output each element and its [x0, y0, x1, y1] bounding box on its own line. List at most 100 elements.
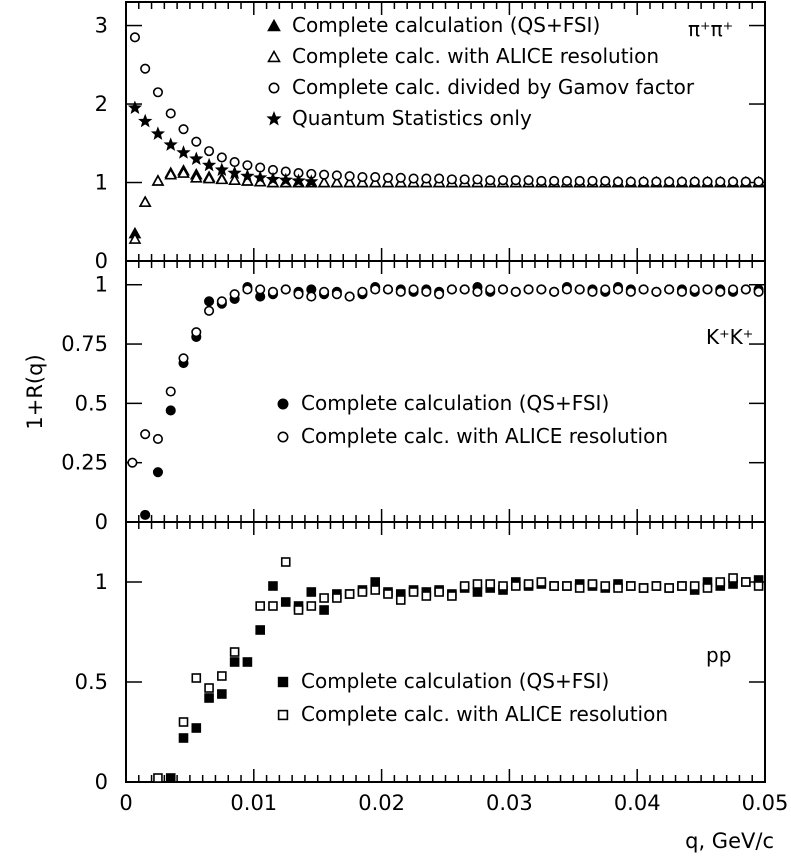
- data-point: [676, 286, 687, 297]
- data-point: [319, 593, 329, 603]
- data-point: [202, 157, 217, 172]
- data-point: [702, 284, 713, 295]
- data-point: [382, 284, 394, 295]
- data-point: [485, 175, 496, 186]
- data-point: [216, 296, 227, 307]
- y-tick-label: 0.75: [61, 332, 108, 356]
- data-point: [510, 581, 521, 591]
- data-point: [268, 581, 278, 591]
- data-point: [265, 171, 281, 186]
- data-point: [497, 284, 509, 295]
- data-point: [702, 583, 713, 593]
- data-point: [319, 169, 330, 180]
- data-point: [676, 176, 687, 187]
- data-point: [741, 577, 751, 587]
- legend-marker: [266, 111, 282, 126]
- data-point: [510, 286, 521, 297]
- legend-entry: Complete calculation (QS+FSI): [277, 391, 609, 415]
- data-point: [447, 591, 457, 601]
- series-pipi-3: [127, 100, 319, 188]
- data-point: [215, 172, 229, 185]
- legend-label: Complete calc. with ALICE resolution: [301, 424, 668, 448]
- data-point: [280, 597, 291, 607]
- data-point: [129, 32, 140, 43]
- data-point: [370, 284, 381, 295]
- data-point: [651, 286, 662, 297]
- data-point: [255, 284, 266, 295]
- data-point: [421, 591, 432, 601]
- data-point: [459, 284, 470, 295]
- y-tick-label: 0.5: [75, 391, 108, 415]
- data-point: [728, 573, 738, 583]
- data-point: [214, 162, 229, 177]
- data-point: [165, 773, 176, 783]
- data-point: [128, 232, 142, 244]
- data-point: [651, 176, 662, 187]
- data-point: [138, 113, 153, 128]
- data-point: [472, 286, 483, 297]
- data-point: [715, 577, 726, 587]
- legend-label: Complete calculation (QS+FSI): [292, 13, 600, 37]
- data-point: [140, 509, 151, 520]
- data-point: [178, 733, 189, 743]
- data-point: [165, 386, 176, 397]
- data-point: [242, 160, 253, 171]
- data-point: [753, 176, 764, 187]
- panel-particle-label: pp: [706, 643, 731, 667]
- data-point: [191, 136, 202, 147]
- data-point: [408, 173, 419, 184]
- data-point: [280, 557, 291, 567]
- data-point: [600, 581, 611, 591]
- data-point: [191, 327, 202, 338]
- y-tick-label: 0.5: [75, 670, 108, 694]
- y-tick-label: 0: [95, 249, 108, 273]
- data-point: [613, 583, 623, 593]
- data-point: [191, 723, 202, 733]
- series-pipi-0: [128, 164, 765, 239]
- legend-label: Complete calculation (QS+FSI): [301, 391, 609, 415]
- data-point: [217, 689, 227, 699]
- x-tick-label: 0.04: [614, 791, 661, 815]
- data-point: [612, 284, 624, 295]
- data-point: [152, 467, 163, 478]
- data-point: [651, 581, 662, 591]
- data-point: [204, 305, 215, 316]
- data-point: [485, 579, 496, 589]
- data-point: [382, 172, 394, 183]
- data-point: [638, 176, 649, 187]
- data-point: [549, 286, 560, 297]
- data-point: [523, 284, 534, 295]
- data-point: [163, 137, 178, 151]
- data-point: [331, 170, 342, 181]
- data-point: [317, 175, 331, 188]
- legend-entry: Complete calc. with ALICE resolution: [277, 702, 668, 726]
- data-point: [228, 173, 241, 185]
- data-point: [472, 587, 483, 597]
- data-point: [357, 171, 368, 183]
- data-point: [434, 289, 445, 300]
- panel-frame: [125, 1, 766, 262]
- data-point: [715, 176, 726, 187]
- legend-label: Quantum Statistics only: [292, 106, 532, 130]
- data-point: [702, 176, 713, 187]
- data-point: [574, 583, 585, 593]
- x-tick-label: 0.05: [742, 791, 789, 815]
- data-point: [727, 176, 739, 187]
- series-pipi-2: [129, 32, 764, 187]
- data-point: [152, 433, 163, 445]
- data-point: [227, 165, 242, 180]
- y-tick-label: 2: [95, 92, 108, 116]
- data-point: [689, 284, 700, 295]
- legend-marker: [268, 82, 280, 94]
- data-point: [574, 175, 585, 186]
- data-point: [178, 124, 189, 135]
- data-point: [255, 601, 265, 611]
- legend-entry: Complete calc. with ALICE resolution: [267, 44, 659, 68]
- data-point: [612, 176, 624, 187]
- panel-pipi: 0 1 2 3 Complete calculation (QS+FSI) Complet…: [95, 1, 766, 273]
- data-point: [740, 176, 751, 187]
- data-point: [253, 170, 268, 184]
- data-point: [715, 286, 726, 297]
- data-point: [370, 171, 381, 183]
